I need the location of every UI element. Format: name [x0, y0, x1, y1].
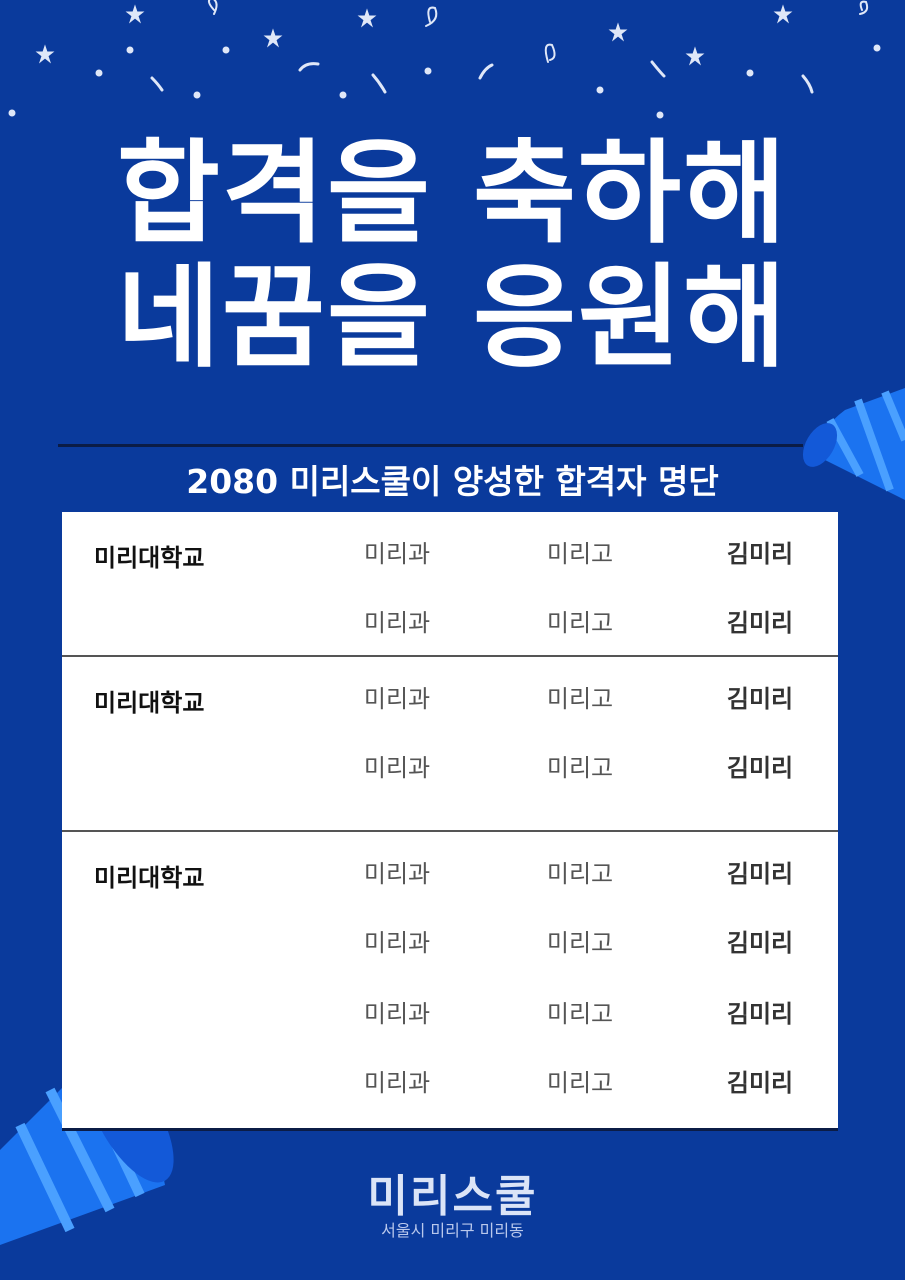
honor-roll-board: 미리대학교 미리과 미리고 김미리 미리과 미리고 김미리 미리대학교 미리과 미리고 김미리 미리과…	[62, 512, 838, 1131]
high-school: 미리고	[546, 929, 614, 957]
department: 미리과	[363, 685, 431, 713]
star-icon	[685, 46, 705, 66]
university-name: 미리대학교	[94, 864, 205, 892]
table-row: 미리과 미리고 김미리	[62, 994, 838, 1034]
table-row: 미리과 미리고 김미리	[62, 1063, 838, 1103]
confetti	[8, 0, 881, 119]
star-icon	[263, 28, 283, 48]
star-icon	[773, 4, 793, 24]
star-icon	[608, 22, 628, 42]
department: 미리과	[363, 1069, 431, 1097]
department: 미리과	[363, 540, 431, 568]
table-row: 미리과 미리고 김미리	[62, 679, 838, 719]
headline-line-1: 합격을 축하해	[116, 129, 789, 259]
department: 미리과	[363, 609, 431, 637]
table-row: 미리과 미리고 김미리	[62, 603, 838, 643]
department: 미리과	[363, 860, 431, 888]
star-icon	[35, 44, 55, 64]
headline-line-2: 네꿈을 응원해	[116, 253, 789, 383]
department: 미리과	[363, 754, 431, 782]
student-name: 김미리	[726, 860, 794, 888]
party-horn-right	[802, 388, 905, 500]
student-name: 김미리	[726, 609, 794, 637]
student-name: 김미리	[726, 685, 794, 713]
school-group: 미리대학교 미리과 미리고 김미리 미리과 미리고 김미리	[62, 655, 838, 832]
subtitle: 2080 미리스쿨이 양성한 합격자 명단	[186, 462, 719, 501]
department: 미리과	[363, 1000, 431, 1028]
student-name: 김미리	[726, 754, 794, 782]
student-name: 김미리	[726, 929, 794, 957]
brand-logo: 미리스쿨	[367, 1171, 538, 1222]
high-school: 미리고	[546, 540, 614, 568]
heart-icon	[8, 44, 881, 119]
high-school: 미리고	[546, 860, 614, 888]
student-name: 김미리	[726, 1069, 794, 1097]
divider	[58, 444, 803, 447]
address: 서울시 미리구 미리동	[381, 1221, 524, 1240]
university-name: 미리대학교	[94, 689, 205, 717]
streamer-icon	[150, 0, 869, 94]
high-school: 미리고	[546, 685, 614, 713]
student-name: 김미리	[726, 1000, 794, 1028]
table-row: 미리과 미리고 김미리	[62, 534, 838, 574]
table-row: 미리과 미리고 김미리	[62, 923, 838, 963]
school-group: 미리대학교 미리과 미리고 김미리 미리과 미리고 김미리 미리과 미리고 김미리 미리과 미리고 김미…	[62, 830, 838, 1130]
high-school: 미리고	[546, 1069, 614, 1097]
star-icon	[357, 8, 377, 28]
table-row: 미리과 미리고 김미리	[62, 748, 838, 788]
high-school: 미리고	[546, 609, 614, 637]
student-name: 김미리	[726, 540, 794, 568]
table-row: 미리과 미리고 김미리	[62, 854, 838, 894]
high-school: 미리고	[546, 1000, 614, 1028]
star-icon	[125, 4, 145, 24]
department: 미리과	[363, 929, 431, 957]
high-school: 미리고	[546, 754, 614, 782]
school-group: 미리대학교 미리과 미리고 김미리 미리과 미리고 김미리	[62, 512, 838, 655]
university-name: 미리대학교	[94, 544, 205, 572]
